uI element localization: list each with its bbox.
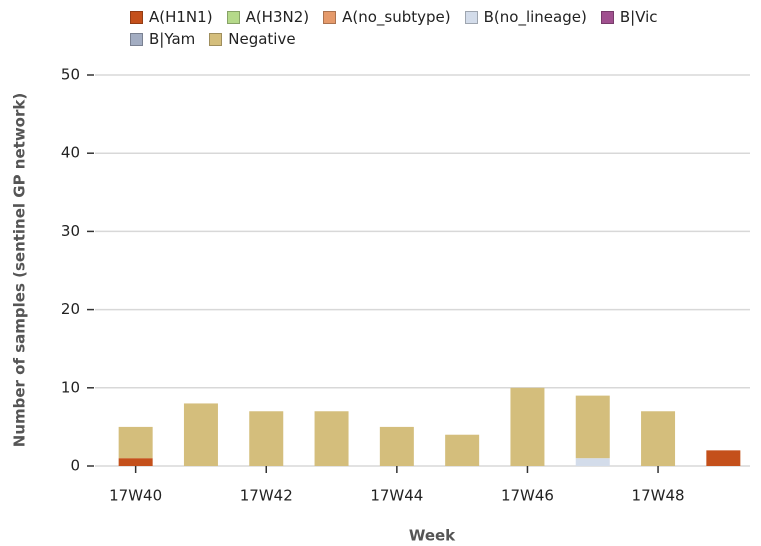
- x-axis-label: Week: [409, 527, 456, 545]
- legend-item[interactable]: A(H1N1): [130, 8, 213, 26]
- bar-segment: [575, 395, 610, 459]
- legend-label: B(no_lineage): [483, 8, 587, 26]
- legend-label: A(H1N1): [149, 8, 213, 26]
- y-tick-label: 30: [61, 222, 80, 240]
- x-tick-label: 17W42: [240, 487, 293, 505]
- bar-segment: [249, 411, 284, 466]
- legend-item[interactable]: B|Vic: [600, 8, 658, 26]
- legend-swatch: [226, 10, 240, 24]
- bar-segment: [445, 434, 480, 466]
- legend-item[interactable]: B|Yam: [130, 30, 195, 48]
- legend-label: B|Vic: [619, 8, 658, 26]
- legend: A(H1N1) A(H3N2) A(no_subtype) B(no_lineage)…: [130, 8, 750, 48]
- legend-swatch: [130, 32, 143, 46]
- legend-item[interactable]: A(H3N2): [226, 8, 310, 26]
- legend-swatch: [209, 32, 223, 46]
- x-tick-label: 17W40: [109, 487, 162, 505]
- legend-label: B|Yam: [149, 30, 196, 48]
- legend-item[interactable]: A(no_subtype): [323, 8, 451, 26]
- y-tick-label: 40: [61, 144, 80, 162]
- bar-segment: [575, 458, 610, 466]
- y-tick-label: 10: [61, 378, 80, 396]
- legend-item[interactable]: Negative: [209, 30, 296, 48]
- legend-label: Negative: [228, 30, 296, 48]
- x-tick-label: 17W46: [501, 487, 554, 505]
- bar-segment: [379, 426, 414, 466]
- legend-swatch: [130, 10, 143, 24]
- bar-segment: [118, 426, 153, 459]
- bar-segment: [510, 387, 545, 466]
- legend-label: A(no_subtype): [342, 8, 451, 26]
- bar-segment: [641, 411, 676, 466]
- y-tick-label: 20: [61, 300, 80, 318]
- legend-item[interactable]: B(no_lineage): [464, 8, 587, 26]
- bar-segment: [183, 403, 218, 466]
- legend-swatch: [464, 10, 478, 24]
- y-tick-label: 50: [61, 66, 80, 84]
- legend-swatch: [323, 10, 337, 24]
- legend-label: A(H3N2): [245, 8, 310, 26]
- legend-swatch: [600, 10, 614, 24]
- bar-segment: [706, 450, 741, 466]
- y-axis-label: Number of samples (sentinel GP network): [11, 93, 29, 447]
- x-tick-label: 17W48: [632, 487, 685, 505]
- y-tick-label: 0: [70, 457, 80, 475]
- bar-segment: [118, 458, 153, 466]
- bar-segment: [314, 411, 349, 466]
- x-tick-label: 17W44: [370, 487, 423, 505]
